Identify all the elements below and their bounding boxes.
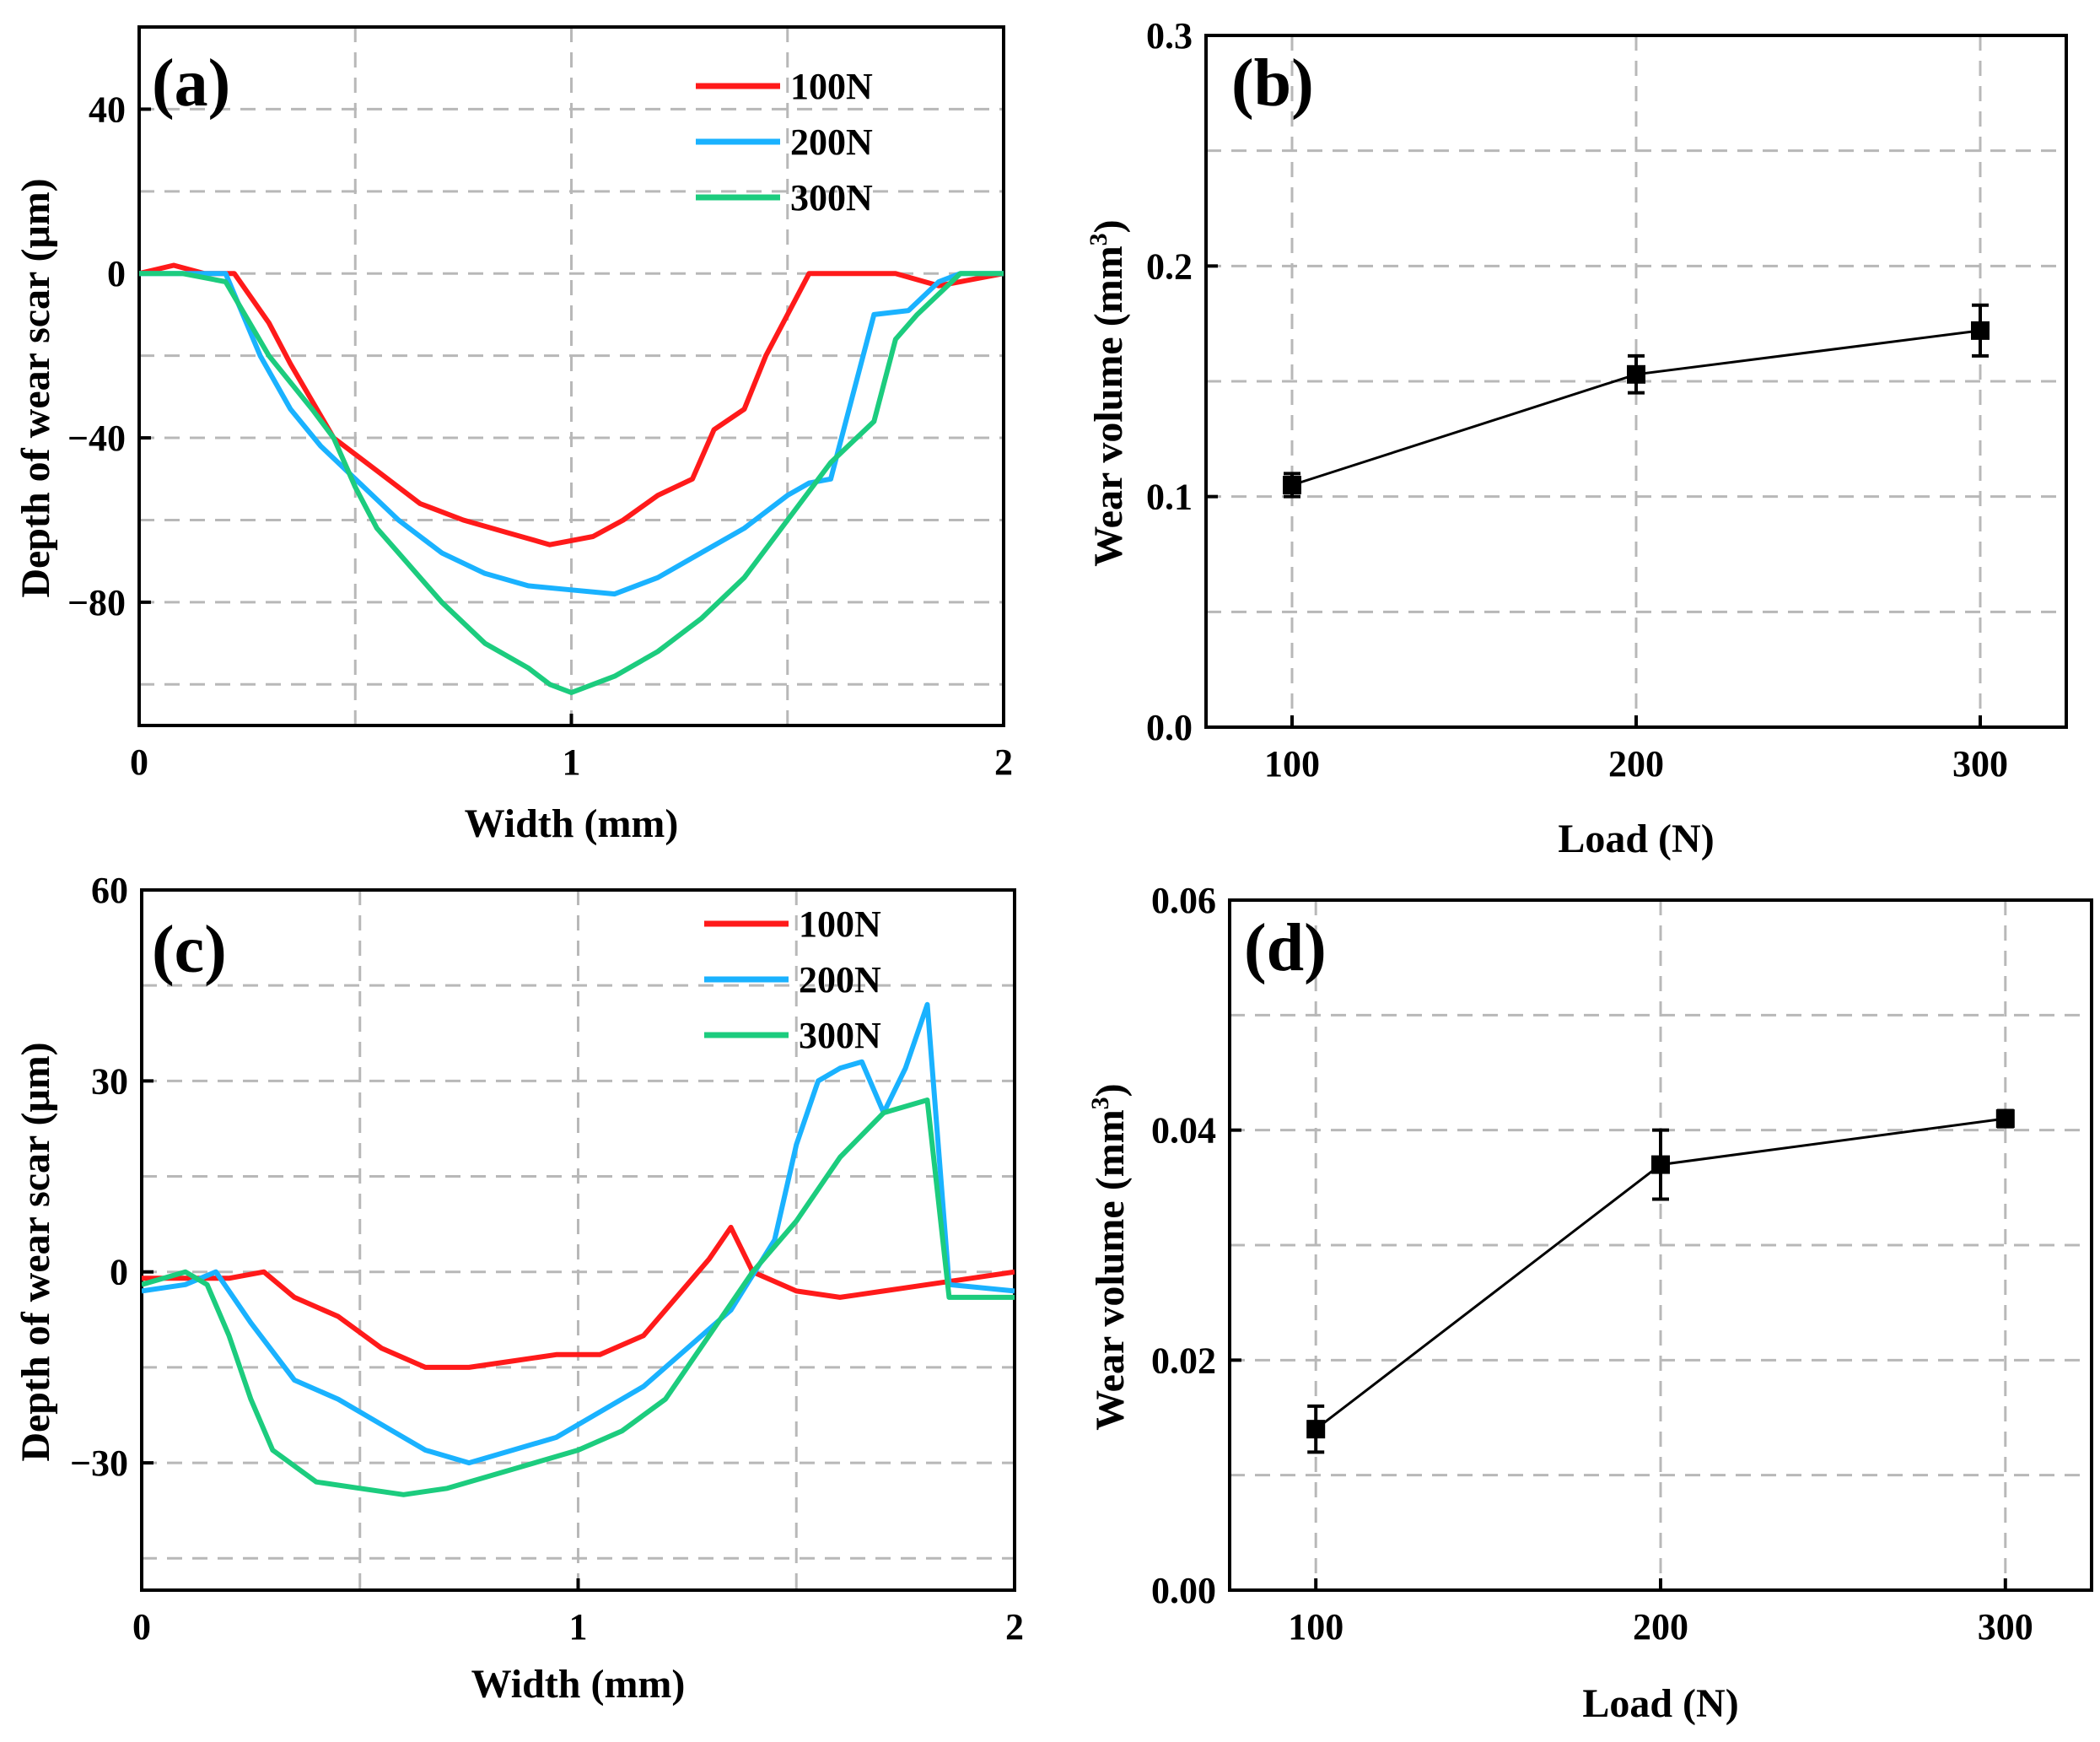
- axis-ticks: 100 200 300 0.0 0.1 0.2 0.3: [1146, 15, 2008, 785]
- series-line-300N: [139, 271, 1004, 695]
- y-axis-label: Depth of wear scar (μm): [13, 1042, 58, 1461]
- y-tick-label: 0.02: [1151, 1340, 1216, 1381]
- y-axis-label-superscript: 3: [1085, 233, 1112, 245]
- chart-panel-2: 100 200 300 0.0 0.1 0.2 0.3 Load (N) Wear volume…: [1085, 15, 2068, 861]
- x-tick-label: 0: [132, 1606, 151, 1648]
- x-tick-label: 1: [563, 742, 581, 783]
- y-tick-label: 0.2: [1146, 245, 1193, 287]
- x-tick-label: 300: [1952, 743, 2008, 785]
- y-tick-label: 0: [107, 253, 126, 294]
- legend-label-100N: 100N: [790, 66, 873, 107]
- chart-panel-3: 0 1 2 60 30 0 −30 Width (mm) Depth of wear scar …: [13, 870, 1024, 1707]
- y-tick-label: −40: [67, 418, 126, 459]
- data-point: [1627, 364, 1645, 384]
- y-axis-label: Wear volume (mm3): [1085, 219, 1131, 566]
- chart-panel-4: 100 200 300 0.00 0.02 0.04 0.06 Load (N) Wear vo…: [1086, 880, 2093, 1726]
- series-line-100N: [139, 262, 1004, 547]
- grid-lines: [139, 27, 1004, 725]
- panel-label: (b): [1231, 46, 1314, 121]
- panel-label: (c): [152, 913, 227, 987]
- axis-ticks: 0 1 2 60 30 0 −30: [70, 870, 1024, 1648]
- x-tick-label: 100: [1288, 1606, 1343, 1648]
- y-tick-label: 60: [91, 870, 128, 911]
- x-tick-label: 2: [994, 742, 1013, 783]
- y-tick-label: 0.3: [1146, 15, 1193, 57]
- axis-ticks: 100 200 300 0.00 0.02 0.04 0.06: [1151, 880, 2033, 1648]
- y-tick-label: 0.04: [1151, 1110, 1216, 1151]
- y-tick-label: −80: [67, 582, 126, 623]
- y-tick-label: 30: [91, 1060, 128, 1102]
- data-point: [1283, 476, 1301, 494]
- x-tick-label: 300: [1978, 1606, 2033, 1648]
- x-axis-label: Width (mm): [465, 801, 679, 846]
- y-tick-label: 0.0: [1146, 707, 1193, 748]
- x-axis-label: Width (mm): [471, 1662, 686, 1707]
- y-axis-label-end: ): [1086, 219, 1131, 233]
- data-point: [1651, 1155, 1670, 1174]
- legend-label-300N: 300N: [799, 1015, 881, 1056]
- legend-label-300N: 300N: [790, 177, 873, 218]
- y-axis-label-superscript: 3: [1086, 1097, 1114, 1109]
- x-axis-label: Load (N): [1582, 1681, 1738, 1726]
- y-axis-label-end: ): [1088, 1083, 1133, 1097]
- y-tick-label: 0.1: [1146, 477, 1193, 518]
- panel-label: (d): [1244, 911, 1327, 985]
- grid-lines: [1230, 900, 2092, 1590]
- x-tick-label: 200: [1633, 1606, 1688, 1648]
- x-tick-label: 100: [1264, 743, 1320, 785]
- x-tick-label: 200: [1608, 743, 1664, 785]
- data-point: [1995, 1109, 2015, 1129]
- grid-lines: [142, 890, 1015, 1590]
- x-tick-label: 2: [1005, 1606, 1024, 1648]
- y-axis-label: Wear volume (mm3): [1086, 1083, 1133, 1430]
- y-axis-label-text: Wear volume (mm: [1086, 245, 1131, 566]
- data-point: [1306, 1420, 1326, 1439]
- legend-label-200N: 200N: [799, 959, 881, 1000]
- y-axis-label-text: Wear volume (mm: [1088, 1109, 1133, 1430]
- series-line-100N: [142, 1224, 1015, 1370]
- legend-label-200N: 200N: [790, 121, 873, 163]
- x-axis-label: Load (N): [1558, 817, 1714, 861]
- series-line-300N: [142, 1098, 1015, 1497]
- y-tick-label: 0.06: [1151, 880, 1216, 921]
- y-axis-label: Depth of wear scar (μm): [13, 178, 58, 597]
- x-tick-label: 1: [569, 1606, 588, 1648]
- panel-label: (a): [152, 46, 230, 121]
- y-tick-label: 40: [89, 89, 126, 130]
- y-tick-label: 0: [110, 1252, 128, 1293]
- x-tick-label: 0: [130, 742, 148, 783]
- y-tick-label: 0.00: [1151, 1570, 1216, 1611]
- y-tick-label: −30: [70, 1443, 128, 1484]
- series-line-200N: [139, 271, 1004, 597]
- data-point: [1971, 321, 1990, 340]
- axis-ticks: 0 1 2 40 0 −40 −80: [67, 89, 1013, 783]
- legend-label-100N: 100N: [799, 903, 881, 945]
- chart-panel-1: 0 1 2 40 0 −40 −80 Width (mm) Depth of wear scar…: [13, 25, 1013, 846]
